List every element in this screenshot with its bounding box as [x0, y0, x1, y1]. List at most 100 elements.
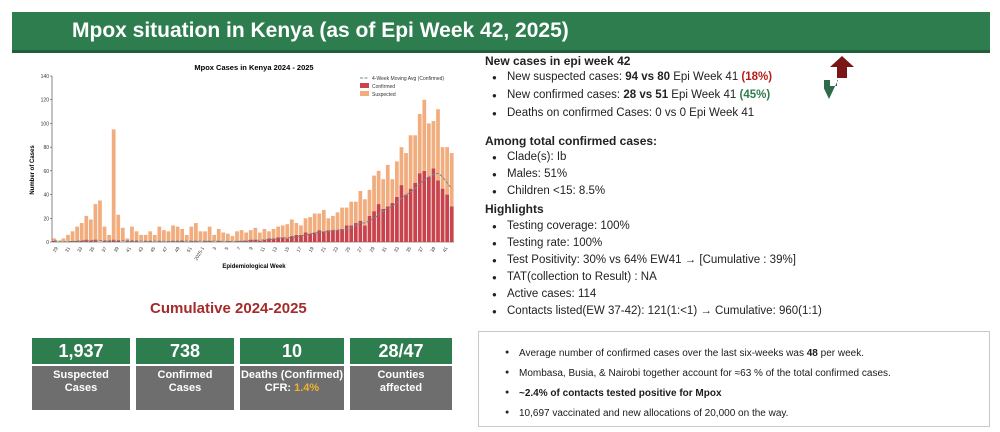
- x-tick-label: 39: [430, 246, 438, 254]
- bar-confirmed: [134, 240, 139, 242]
- stat-label-line1: Confirmed: [157, 369, 213, 381]
- bar-suspected: [212, 234, 217, 242]
- bar-confirmed: [353, 223, 358, 242]
- bar-suspected: [157, 226, 162, 241]
- title-bar: Mpox situation in Kenya (as of Epi Week …: [12, 12, 990, 53]
- suspected-prefix: New suspected cases:: [507, 71, 626, 83]
- bar-suspected: [344, 207, 349, 226]
- x-tick-label: 13: [271, 246, 279, 254]
- bar-suspected: [303, 218, 308, 233]
- bar-suspected: [84, 215, 89, 240]
- stat-label: Confirmed Cases: [136, 366, 234, 410]
- males-line: Males: 51%: [492, 168, 567, 180]
- x-tick-label: 39: [113, 246, 121, 254]
- bar-suspected: [98, 200, 102, 242]
- bar-suspected: [390, 179, 395, 203]
- bar-suspected: [230, 236, 235, 242]
- bar-suspected: [253, 227, 258, 240]
- cumulative-title: Cumulative 2024-2025: [150, 300, 307, 317]
- stat-counties: 28/47 Counties affected: [350, 338, 452, 410]
- bar-confirmed: [116, 240, 121, 242]
- bar-suspected: [367, 189, 372, 216]
- avg-prefix: Average number of confirmed cases over t…: [519, 348, 807, 359]
- bar-suspected: [276, 226, 280, 238]
- stat-label: Deaths (Confirmed) CFR: 1.4%: [240, 366, 344, 410]
- bar-suspected: [194, 223, 198, 241]
- confirmed-values: 28 vs 51: [623, 89, 669, 101]
- bar-confirmed: [395, 196, 399, 242]
- x-tick-label: 29: [369, 246, 377, 254]
- bar-suspected: [207, 226, 212, 241]
- bar-suspected: [280, 225, 285, 238]
- bar-confirmed: [349, 225, 354, 242]
- clade-line: Clade(s): Ib: [492, 151, 567, 163]
- bar-suspected: [70, 231, 75, 241]
- bar-confirmed: [294, 234, 299, 242]
- deaths-line: Deaths on confirmed Cases: 0 vs 0 Epi We…: [492, 107, 754, 119]
- x-tick-label: 21: [320, 246, 328, 254]
- bar-suspected: [299, 225, 303, 235]
- confirmed-pct: (45%): [739, 89, 771, 101]
- bar-confirmed: [244, 240, 249, 242]
- bar-confirmed: [107, 240, 111, 242]
- bar-suspected: [326, 218, 331, 231]
- legend-swatch: [360, 83, 369, 88]
- bar-confirmed: [312, 232, 317, 242]
- bar-suspected: [226, 233, 230, 241]
- chart-legend: 4-Week Moving Avg (Confirmed) Confirmed Su…: [360, 76, 444, 98]
- bar-confirmed: [344, 225, 349, 242]
- bar-suspected: [221, 232, 226, 242]
- bar-suspected: [271, 228, 276, 239]
- bar-suspected: [180, 228, 185, 241]
- cumulative-stats: 1,937 Suspected Cases 738 Confirmed Cases …: [32, 338, 452, 410]
- y-tick-label: 20: [43, 216, 49, 222]
- bar-confirmed: [299, 234, 303, 242]
- bar-confirmed: [88, 240, 93, 242]
- arrow-down-icon: [824, 80, 838, 99]
- x-tick-label: 37: [417, 246, 425, 254]
- bar-suspected: [130, 226, 134, 241]
- bar-suspected: [372, 175, 376, 212]
- x-tick-label: 41: [442, 246, 450, 254]
- counties-share-line: Mombasa, Busia, & Nairobi together accou…: [505, 368, 891, 379]
- bar-suspected: [111, 129, 116, 240]
- x-tick-label: 43: [137, 246, 145, 254]
- bar-suspected: [363, 199, 367, 226]
- bar-confirmed: [427, 176, 431, 242]
- children-line: Children <15: 8.5%: [492, 185, 605, 197]
- bar-confirmed: [363, 225, 367, 242]
- bar-suspected: [308, 217, 312, 234]
- bar-confirmed: [331, 230, 335, 242]
- stat-label-line1: Counties: [377, 369, 425, 381]
- bar-suspected: [422, 99, 427, 171]
- bar-confirmed: [367, 215, 372, 242]
- y-tick-label: 0: [46, 240, 49, 246]
- bar-confirmed: [257, 240, 262, 242]
- bar-suspected: [162, 230, 166, 242]
- bar-suspected: [93, 204, 98, 240]
- bar-suspected: [436, 109, 440, 181]
- x-tick-label: 37: [101, 246, 109, 254]
- bar-suspected: [116, 214, 121, 241]
- bar-confirmed: [102, 240, 107, 242]
- bar-suspected: [431, 121, 436, 169]
- bar-confirmed: [413, 182, 418, 242]
- stat-label-line2: affected: [379, 382, 423, 394]
- bar-suspected: [349, 201, 354, 226]
- x-tick-label: 9: [248, 246, 255, 252]
- bar-confirmed: [408, 188, 413, 242]
- x-tick-label: 27: [356, 246, 364, 254]
- stat-value: 738: [136, 338, 234, 364]
- bar-confirmed: [431, 168, 436, 242]
- y-tick-label: 120: [41, 98, 50, 104]
- cfr-value: 1.4%: [294, 382, 320, 394]
- suspected-values: 94 vs 80: [625, 71, 671, 83]
- suspected-pct: (18%): [741, 71, 773, 83]
- bar-suspected: [289, 219, 294, 237]
- bar-confirmed: [445, 194, 450, 242]
- bar-confirmed: [285, 238, 290, 242]
- bar-confirmed: [93, 239, 98, 242]
- bar-suspected: [385, 164, 390, 207]
- bar-confirmed: [125, 240, 130, 242]
